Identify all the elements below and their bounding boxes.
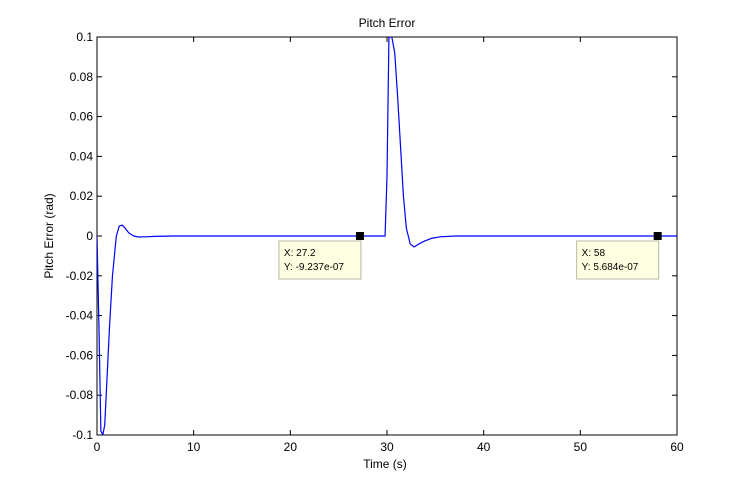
data-tip-marker[interactable] <box>653 231 662 240</box>
y-tick-label: -0.06 <box>66 348 94 362</box>
data-tip-x-text: X: 27.2 <box>284 248 316 259</box>
x-tick-label: 60 <box>670 440 684 454</box>
x-tick-label: 30 <box>380 440 394 454</box>
x-axis-label: Time (s) <box>363 457 407 471</box>
x-tick-label: 10 <box>187 440 201 454</box>
x-tick-label: 0 <box>94 440 101 454</box>
data-tip-layer: X: 27.2 Y: -9.237e-07 X: 58 Y: 5.684e-07 <box>278 231 662 280</box>
y-tick-label: 0.04 <box>70 149 94 163</box>
x-tick-label: 40 <box>477 440 491 454</box>
chart-title: Pitch Error <box>359 16 416 30</box>
y-tick-label: -0.08 <box>66 388 94 402</box>
series-line <box>97 37 677 435</box>
y-axis-label: Pitch Error (rad) <box>42 193 56 278</box>
data-tip-box <box>278 240 362 280</box>
series-layer <box>97 37 677 435</box>
data-tip-box <box>576 240 660 280</box>
y-tick-label: -0.02 <box>66 269 94 283</box>
y-axis-ticks: 0.1 0.08 0.06 0.04 0.02 0 -0.02 -0.04 -0.06 -0.08… <box>66 30 677 442</box>
data-tip-y-text: Y: -9.237e-07 <box>284 262 344 273</box>
x-tick-label: 20 <box>284 440 298 454</box>
data-tip-x-text: X: 58 <box>582 248 606 259</box>
x-tick-label: 50 <box>574 440 588 454</box>
y-tick-label: 0.08 <box>70 70 94 84</box>
y-tick-label: 0.1 <box>76 30 93 44</box>
data-tip-y-text: Y: 5.684e-07 <box>582 262 639 273</box>
data-tip-marker[interactable] <box>355 232 364 241</box>
y-tick-label: 0.06 <box>70 110 94 124</box>
x-axis-ticks: 0 10 20 30 40 50 60 <box>94 37 684 454</box>
y-tick-label: 0.02 <box>70 189 94 203</box>
y-tick-label: -0.04 <box>66 309 94 323</box>
y-tick-label: 0 <box>86 229 93 243</box>
y-tick-label: -0.1 <box>72 428 93 442</box>
